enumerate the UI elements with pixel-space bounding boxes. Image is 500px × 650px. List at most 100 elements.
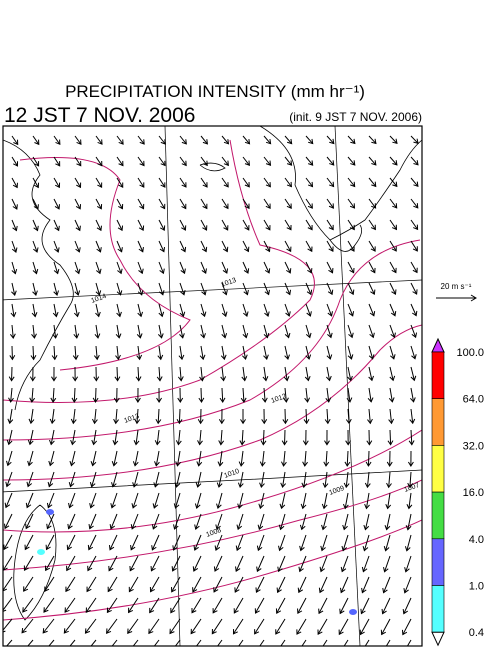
wind-arrow	[11, 198, 18, 210]
arrow-shaft	[195, 639, 202, 646]
arrow-shaft	[368, 135, 377, 144]
wind-arrow	[362, 534, 370, 552]
wind-arrow	[389, 345, 396, 360]
wind-arrow	[179, 219, 187, 231]
arrow-shaft	[257, 534, 265, 551]
arrow-shaft	[282, 471, 286, 488]
arrow-shaft	[116, 261, 122, 274]
arrow-head	[307, 181, 314, 188]
arrow-head	[212, 608, 218, 614]
wind-arrow	[53, 282, 59, 296]
arrow-head	[3, 630, 6, 633]
wind-arrow	[23, 576, 34, 592]
arrow-shaft	[254, 618, 265, 635]
wind-arrow	[91, 429, 98, 446]
arrow-head	[256, 545, 263, 552]
arrow-head	[359, 629, 365, 636]
wind-arrow	[340, 555, 349, 573]
arrow-head	[413, 160, 419, 166]
arrow-head	[409, 418, 416, 425]
arrow-head	[25, 523, 31, 530]
arrow-head	[216, 482, 223, 488]
wind-arrow	[179, 240, 187, 253]
arrow-head	[75, 225, 81, 232]
arrow-shaft	[8, 429, 13, 445]
wind-arrow	[297, 597, 307, 615]
arrow-head	[402, 608, 409, 615]
arrow-shaft	[305, 240, 313, 252]
arrow-head	[4, 502, 11, 509]
arrow-head	[138, 225, 145, 232]
wind-arrow	[221, 261, 229, 274]
arrow-shaft	[236, 534, 244, 551]
arrow-shaft	[305, 387, 309, 402]
arrow-head	[137, 290, 144, 296]
wind-arrow	[275, 618, 286, 635]
wind-arrow	[388, 387, 395, 403]
arrow-shaft	[95, 177, 103, 188]
wind-arrow	[137, 177, 145, 188]
arrow-shaft	[5, 492, 13, 508]
arrow-shaft	[278, 555, 286, 572]
arrow-head	[326, 354, 333, 360]
arrow-shaft	[11, 261, 16, 274]
arrow-shaft	[179, 240, 186, 252]
arrow-shaft	[115, 408, 118, 424]
arrow-shaft	[389, 261, 397, 273]
arrow-head	[111, 482, 117, 488]
wind-arrow	[158, 156, 166, 167]
arrow-head	[349, 224, 355, 231]
arrow-head	[215, 524, 221, 531]
arrow-head	[5, 481, 11, 488]
valid-time: 12 JST 7 NOV. 2006	[4, 104, 195, 127]
arrow-head	[318, 608, 324, 615]
wind-arrow	[132, 639, 139, 646]
arrow-head	[339, 608, 345, 615]
arrow-shaft	[53, 345, 56, 360]
arrow-head	[233, 608, 239, 614]
wind-arrow	[179, 261, 186, 275]
arrow-shaft	[263, 198, 271, 209]
arrow-shaft	[338, 618, 349, 635]
arrow-head	[287, 138, 293, 145]
arrow-shaft	[11, 219, 17, 231]
arrow-shaft	[179, 366, 182, 381]
arrow-head	[148, 628, 154, 635]
arrow-head	[320, 545, 326, 552]
wind-arrow	[389, 261, 397, 274]
arrow-head	[265, 181, 271, 188]
arrow-shaft	[137, 240, 144, 252]
wind-arrow	[280, 471, 287, 489]
arrow-head	[278, 545, 284, 552]
arrow-head	[32, 290, 38, 296]
arrow-shaft	[347, 261, 355, 273]
arrow-shaft	[296, 618, 307, 635]
wind-arrow	[299, 513, 307, 531]
arrow-head	[308, 138, 314, 145]
colorbar: 100.064.032.016.04.01.00.4	[431, 337, 484, 647]
arrow-shaft	[53, 135, 61, 145]
arrow-shaft	[410, 303, 417, 316]
wind-arrow	[11, 177, 18, 189]
arrow-head	[213, 587, 219, 593]
wind-arrow	[339, 597, 349, 615]
arrow-head	[371, 181, 377, 188]
wind-arrow	[95, 261, 102, 275]
wind-arrow	[389, 282, 397, 295]
arrow-head	[367, 418, 373, 425]
arrow-head	[283, 397, 289, 403]
arrow-shaft	[137, 366, 140, 381]
wind-arrow	[366, 429, 373, 446]
arrow-head	[223, 203, 229, 210]
arrow-head	[200, 311, 207, 318]
arrow-shaft	[410, 429, 413, 445]
arrow-head	[234, 587, 240, 593]
arrow-shaft	[150, 576, 160, 592]
lat-line	[3, 279, 422, 301]
arrow-shaft	[10, 387, 13, 403]
wind-arrow	[112, 429, 119, 446]
arrow-shaft	[116, 282, 122, 296]
arrow-shaft	[368, 387, 372, 402]
wind-arrow	[8, 366, 15, 382]
arrow-shaft	[200, 345, 204, 360]
